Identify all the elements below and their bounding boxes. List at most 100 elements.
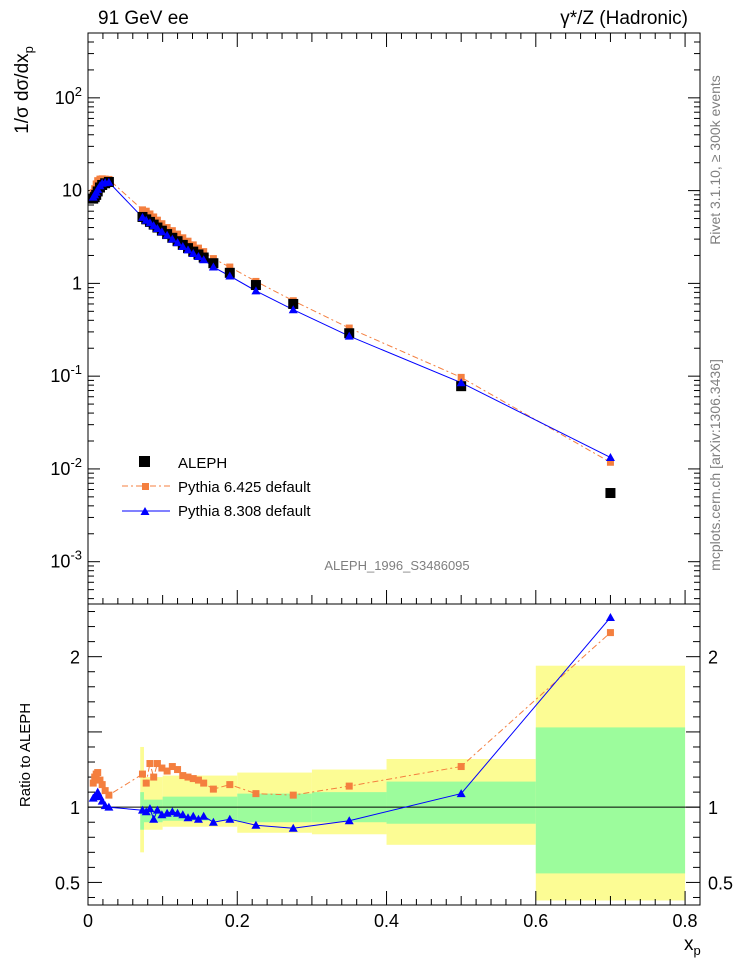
pythia6-ratio-point <box>194 776 202 784</box>
pythia6-ratio-point <box>209 785 217 793</box>
main-y-tick-label: 1 <box>72 273 82 293</box>
pythia6-ratio-point <box>168 763 176 771</box>
pythia6-ratio-point <box>457 763 465 771</box>
pythia8-main-point <box>344 331 354 340</box>
pythia8-ratio-point <box>251 820 261 829</box>
pythia8-ratio-point <box>104 802 114 811</box>
aleph-data-point <box>288 298 299 309</box>
pythia8-ratio-point <box>173 808 183 817</box>
pythia6-ratio-point <box>96 776 104 784</box>
legend-label-pythia6: Pythia 6.425 default <box>178 479 311 496</box>
pythia8-main-point <box>605 452 615 461</box>
pythia6-main-point <box>138 206 146 214</box>
pythia6-main-point <box>168 227 176 235</box>
pythia8-main-line <box>92 181 611 458</box>
pythia6-ratio-point <box>179 772 187 780</box>
pythia8-ratio-point <box>225 814 235 823</box>
pythia8-main-point <box>162 230 172 239</box>
pythia8-ratio-point <box>344 816 354 825</box>
pythia6-main-point <box>606 458 614 466</box>
pythia6-main-point <box>200 248 208 256</box>
pythia6-ratio-point <box>101 787 109 795</box>
pythia6-main-point <box>142 207 150 215</box>
legend-label-aleph: ALEPH <box>178 455 227 472</box>
legend-marker-aleph <box>139 456 150 467</box>
pythia6-ratio-point <box>289 791 297 799</box>
pythia8-ratio-point <box>145 804 155 813</box>
pythia6-ratio-point <box>163 767 171 775</box>
pythia8-ratio-point <box>167 807 177 816</box>
pythia8-main-point <box>173 238 183 247</box>
ratio-y-tick-label-right: 0.5 <box>708 873 733 893</box>
pythia8-main-point <box>188 248 198 257</box>
pythia6-main-point <box>194 244 202 252</box>
pythia6-ratio-point <box>94 769 102 777</box>
pythia8-main-point <box>104 177 114 186</box>
main-panel: 10-3 10-2 10-1 1 10 102 <box>50 32 701 605</box>
legend-label-pythia8: Pythia 8.308 default <box>178 503 311 520</box>
x-tick-label: 0.2 <box>225 911 250 931</box>
pythia8-ratio-point <box>208 817 218 826</box>
pythia6-main-point <box>163 224 171 232</box>
x-tick-label: 0.8 <box>673 911 698 931</box>
ratio-y-tick-label-left: 2 <box>70 648 80 668</box>
main-y-tick-label: 10-1 <box>50 362 82 386</box>
legend-marker-pythia6 <box>142 483 149 490</box>
pythia8-main-point <box>193 251 203 260</box>
pythia6-ratio-point <box>345 782 353 790</box>
pythia6-ratio-point <box>150 773 158 781</box>
pythia8-ratio-point <box>188 811 198 820</box>
pythia6-ratio-point <box>226 781 234 789</box>
pythia8-main-point <box>183 245 193 254</box>
x-tick-label: 0 <box>83 911 93 931</box>
rivet-version-label: Rivet 3.1.10, ≥ 300k events <box>707 75 723 245</box>
pythia6-ratio-point <box>184 773 192 781</box>
pythia6-ratio-point <box>105 791 113 799</box>
pythia6-main-point <box>189 241 197 249</box>
pythia8-main-point <box>152 224 162 233</box>
pythia8-ratio-point <box>149 814 159 823</box>
pythia6-ratio-point <box>174 766 182 774</box>
x-tick-label: 0.6 <box>523 911 548 931</box>
main-y-tick-label: 10-2 <box>50 455 82 479</box>
pythia8-ratio-point <box>152 805 162 814</box>
pythia6-ratio-point <box>606 629 614 637</box>
pythia8-main-point <box>157 227 167 236</box>
pythia8-ratio-point <box>288 823 298 832</box>
ratio-plot-frame <box>87 603 701 906</box>
pythia6-ratio-point <box>98 781 106 789</box>
pythia6-ratio-point <box>146 760 154 768</box>
pythia6-main-point <box>174 230 182 238</box>
ratio-band-inner-6 <box>535 727 686 874</box>
pythia6-ratio-point <box>252 790 260 798</box>
ratio-y-tick-label-right: 2 <box>708 648 718 668</box>
pythia8-main-point <box>199 255 209 264</box>
main-y-axis-label: 1/σ dσ/dxp <box>12 46 36 134</box>
main-y-tick-label: 10 <box>62 181 82 201</box>
pythia6-ratio-point <box>158 764 166 772</box>
pythia6-main-point <box>184 237 192 245</box>
pythia6-ratio-point <box>138 770 146 778</box>
pythia6-ratio-point <box>142 779 150 787</box>
legend-marker-pythia8 <box>140 507 150 515</box>
legend: ALEPH Pythia 6.425 default Pythia 8.308 … <box>122 455 311 520</box>
pythia6-ratio-point <box>153 760 161 768</box>
header-right: γ*/Z (Hadronic) <box>560 8 688 29</box>
ratio-band-inner-2 <box>162 796 238 821</box>
analysis-id-label: ALEPH_1996_S3486095 <box>324 558 469 573</box>
pythia6-ratio-point <box>89 779 97 787</box>
ratio-y-axis-label: Ratio to ALEPH <box>17 703 34 807</box>
pythia6-main-point <box>179 234 187 242</box>
header-left: 91 GeV ee <box>98 8 189 29</box>
pythia8-main-point <box>167 234 177 243</box>
ratio-band-inner-5 <box>386 781 536 824</box>
x-axis-label: xp <box>684 934 701 958</box>
ratio-y-tick-label-left: 1 <box>70 798 80 818</box>
main-y-tick-label: 102 <box>55 84 82 108</box>
pythia8-main-point <box>225 271 235 280</box>
ratio-panel: 0 0.2 0.4 0.6 0.8 0.5 0.5 1 1 2 2 <box>55 603 733 931</box>
aleph-data-point <box>605 488 616 499</box>
pythia8-main-point <box>288 305 298 314</box>
pythia6-main-point <box>457 373 465 381</box>
